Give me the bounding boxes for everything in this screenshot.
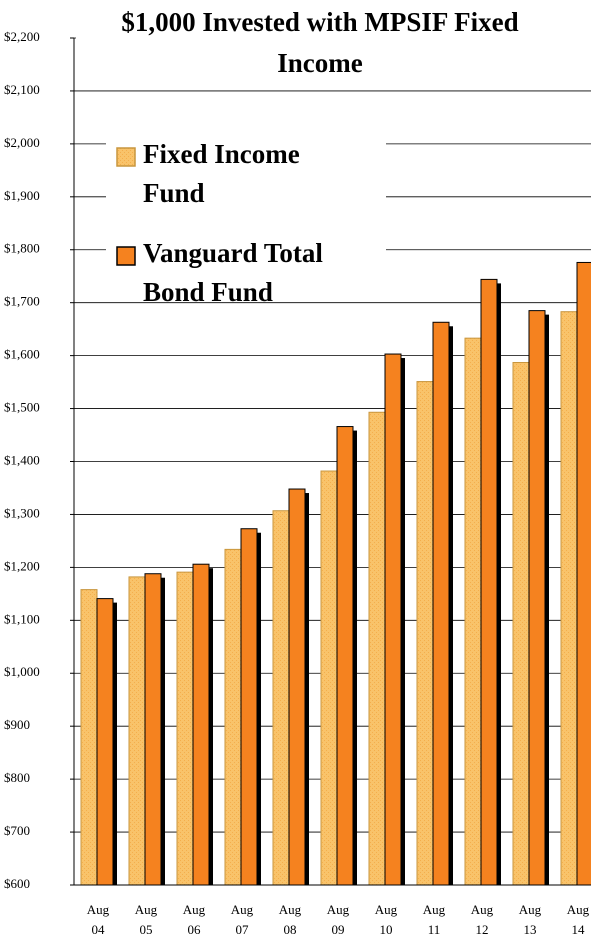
title-background <box>76 0 591 84</box>
bar <box>288 488 306 886</box>
x-tick-label: Aug 04 <box>87 902 110 937</box>
y-tick-label: $1,700 <box>4 294 40 309</box>
bar <box>96 598 114 886</box>
bar <box>384 353 402 886</box>
bar <box>144 573 162 886</box>
y-tick-label: $1,600 <box>4 347 40 362</box>
y-tick-label: $700 <box>4 823 30 838</box>
bar <box>432 321 450 886</box>
bar <box>576 261 591 886</box>
bar <box>528 310 546 886</box>
bar <box>128 576 146 886</box>
y-tick-label: $600 <box>4 876 30 891</box>
bar <box>320 470 338 886</box>
x-tick-label: Aug 11 <box>423 902 446 937</box>
y-tick-label: $2,100 <box>4 82 40 97</box>
y-tick-label: $1,500 <box>4 400 40 415</box>
bar <box>368 411 386 886</box>
x-tick-label: Aug 14 <box>567 902 590 937</box>
bar <box>464 337 482 886</box>
legend-background <box>106 132 386 284</box>
y-tick-label: $800 <box>4 770 30 785</box>
bar <box>336 426 354 886</box>
x-tick-label: Aug 10 <box>375 902 398 937</box>
y-tick-label: $2,200 <box>4 29 40 44</box>
y-tick-label: $2,000 <box>4 135 40 150</box>
legend-label: Vanguard Total Bond Fund <box>143 238 323 307</box>
bar <box>560 311 578 886</box>
bar <box>512 362 530 886</box>
bar <box>224 548 242 886</box>
x-tick-label: Aug 07 <box>231 902 254 937</box>
bar <box>416 381 434 886</box>
bar <box>272 510 290 886</box>
legend-label: Fixed Income Fund <box>143 139 300 208</box>
chart-title: $1,000 Invested with MPSIF Fixed Income <box>121 7 518 78</box>
y-tick-label: $1,900 <box>4 188 40 203</box>
x-tick-label: Aug 13 <box>519 902 542 937</box>
bar <box>80 589 98 886</box>
bar <box>192 563 210 886</box>
legend-swatch <box>116 246 136 266</box>
x-tick-label: Aug 05 <box>135 902 158 937</box>
y-tick-label: $1,400 <box>4 452 40 467</box>
x-tick-label: Aug 12 <box>471 902 494 937</box>
x-tick-label: Aug 06 <box>183 902 206 937</box>
legend-swatch <box>116 147 136 167</box>
x-tick-label: Aug 08 <box>279 902 302 937</box>
bar <box>240 528 258 886</box>
y-tick-label: $1,100 <box>4 611 40 626</box>
y-tick-label: $1,000 <box>4 664 40 679</box>
bar <box>176 571 194 886</box>
y-tick-label: $1,800 <box>4 241 40 256</box>
y-tick-label: $1,300 <box>4 505 40 520</box>
y-tick-label: $1,200 <box>4 558 40 573</box>
y-tick-label: $900 <box>4 717 30 732</box>
x-tick-label: Aug 09 <box>327 902 350 937</box>
bar <box>480 278 498 886</box>
